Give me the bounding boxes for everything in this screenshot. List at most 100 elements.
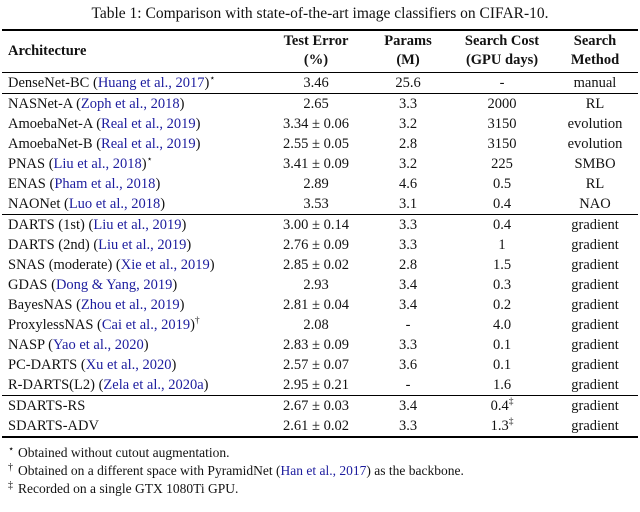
search-cost-value: 1.6 — [492, 377, 512, 393]
params-cell: 3.4 — [398, 398, 418, 414]
table-row: SDARTS-RS 2.67 ± 0.03 3.4 0.4‡ gradient — [2, 396, 638, 416]
architecture-cell: NASNet-A (Zoph et al., 2018) — [2, 94, 268, 114]
test-error-cell: 2.93 — [303, 277, 329, 293]
footnote-marker: ⋆ — [209, 74, 216, 85]
section-divider — [2, 214, 638, 215]
citation-link[interactable]: Huang et al., 2017 — [97, 75, 205, 91]
paren-open: ( — [80, 357, 86, 373]
paren-open: ( — [92, 75, 98, 91]
search-method-cell: gradient — [571, 297, 619, 313]
test-error-cell: 2.67 ± 0.03 — [283, 398, 349, 414]
search-method-cell: gradient — [571, 357, 619, 373]
column-header-architecture: Architecture — [2, 32, 268, 70]
test-error-cell: 2.55 ± 0.05 — [283, 136, 349, 152]
column-header-label: Params — [384, 33, 432, 49]
architecture-cell: NAONet (Luo et al., 2018) — [2, 194, 268, 214]
footnote-text: Recorded on a single GTX 1080Ti GPU. — [18, 481, 239, 496]
citation-link[interactable]: Liu et al., 2018 — [53, 156, 142, 172]
search-cost-cell: 0.4 — [452, 215, 552, 235]
search-cost-cell: 2000 — [452, 94, 552, 114]
search-cost-value: 1.5 — [492, 257, 512, 273]
params-cell: 3.4 — [398, 297, 418, 313]
architecture-cell: ENAS (Pham et al., 2018) — [2, 174, 268, 194]
citation-link[interactable]: Pham et al., 2018 — [54, 176, 156, 192]
cost-footnote-marker: ‡ — [508, 417, 514, 428]
search-cost-value: 3150 — [487, 116, 517, 132]
architecture-cell: ProxylessNAS (Cai et al., 2019)† — [2, 315, 268, 335]
search-cost-value: 4.0 — [492, 317, 512, 333]
search-cost-cell: 0.1 — [452, 335, 552, 355]
architecture-cell: AmoebaNet-B (Real et al., 2019) — [2, 134, 268, 154]
table-caption: Table 1: Comparison with state-of-the-ar… — [91, 5, 549, 22]
paren-close: ) — [155, 176, 161, 192]
paren-close: ) — [179, 297, 185, 313]
search-cost-cell: 3150 — [452, 114, 552, 134]
citation-link[interactable]: Luo et al., 2018 — [68, 196, 161, 212]
search-cost-value: 2000 — [487, 96, 517, 112]
test-error-cell: 3.46 — [303, 75, 329, 91]
search-cost-value: 225 — [491, 156, 513, 172]
params-cell: 3.1 — [398, 196, 418, 212]
column-header-label: Test Error — [283, 33, 349, 49]
search-cost-cell: - — [452, 73, 552, 93]
params-cell: 3.6 — [398, 357, 418, 373]
paren-close: ) — [209, 257, 215, 273]
architecture-name: AmoebaNet-A — [8, 116, 93, 132]
citation-link[interactable]: Han et al., 2017 — [280, 463, 367, 478]
citation-link[interactable]: Dong & Yang, 2019 — [55, 277, 173, 293]
test-error-cell: 3.41 ± 0.09 — [283, 156, 349, 172]
test-error-cell: 2.76 ± 0.09 — [283, 237, 349, 253]
column-header-params: Params (M) — [364, 32, 452, 70]
search-method-cell: gradient — [571, 398, 619, 414]
citation-link[interactable]: Cai et al., 2019 — [101, 317, 191, 333]
test-error-cell: 2.65 — [303, 96, 329, 112]
test-error-cell: 2.85 ± 0.02 — [283, 257, 349, 273]
citation-link[interactable]: Real et al., 2019 — [101, 116, 196, 132]
column-header-sublabel: (M) — [396, 52, 420, 68]
table-row: R-DARTS(L2) (Zela et al., 2020a) 2.95 ± … — [2, 375, 638, 395]
params-cell: 2.8 — [398, 136, 418, 152]
architecture-name: DARTS (1st) — [8, 217, 85, 233]
citation-link[interactable]: Zela et al., 2020a — [103, 377, 204, 393]
table-row: AmoebaNet-A (Real et al., 2019) 3.34 ± 0… — [2, 114, 638, 134]
table-row: DenseNet-BC (Huang et al., 2017)⋆ 3.46 2… — [2, 73, 638, 93]
section-divider — [2, 93, 638, 94]
params-cell: 3.3 — [398, 418, 418, 434]
column-header-search-cost: Search Cost (GPU days) — [452, 32, 552, 70]
architecture-name: PNAS — [8, 156, 46, 172]
search-method-cell: gradient — [571, 257, 619, 273]
search-cost-value: 1.3 — [490, 418, 509, 434]
citation-link[interactable]: Liu et al., 2019 — [93, 217, 182, 233]
paren-open: ( — [96, 116, 102, 132]
citation-link[interactable]: Zoph et al., 2018 — [80, 96, 180, 112]
citation-link[interactable]: Xu et al., 2020 — [85, 357, 172, 373]
search-method-cell: gradient — [571, 277, 619, 293]
params-cell: 3.3 — [398, 217, 418, 233]
footnote-text: Obtained without cutout augmentation. — [18, 445, 230, 460]
citation-link[interactable]: Xie et al., 2019 — [120, 257, 210, 273]
search-method-cell: gradient — [571, 418, 619, 434]
search-cost-cell: 1 — [452, 235, 552, 255]
citation-link[interactable]: Zhou et al., 2019 — [80, 297, 180, 313]
footnote-line: † Obtained on a different space with Pyra… — [8, 461, 464, 478]
search-method-cell: gradient — [571, 237, 619, 253]
search-method-cell: RL — [585, 176, 605, 192]
paren-open: ( — [88, 217, 94, 233]
paren-open: ( — [51, 277, 56, 293]
citation-link[interactable]: Liu et al., 2019 — [98, 237, 187, 253]
paren-open: ( — [115, 257, 121, 273]
table-row: PNAS (Liu et al., 2018)⋆ 3.41 ± 0.09 3.2… — [2, 154, 638, 174]
test-error-cell: 2.83 ± 0.09 — [283, 337, 349, 353]
citation-link[interactable]: Real et al., 2019 — [101, 136, 196, 152]
paren-close: ) — [171, 357, 177, 373]
search-cost-cell: 0.1 — [452, 355, 552, 375]
search-cost-cell: 0.4 — [452, 194, 552, 214]
citation-link[interactable]: Yao et al., 2020 — [53, 337, 144, 353]
table-row: NASNet-A (Zoph et al., 2018) 2.65 3.3 20… — [2, 94, 638, 114]
architecture-cell: NASP (Yao et al., 2020) — [2, 335, 268, 355]
paren-open: ( — [97, 317, 102, 333]
paren-open: ( — [48, 337, 54, 353]
column-header-search-method: Search Method — [552, 32, 638, 70]
search-cost-value: 0.4 — [492, 217, 512, 233]
paren-close: ) — [172, 277, 178, 293]
